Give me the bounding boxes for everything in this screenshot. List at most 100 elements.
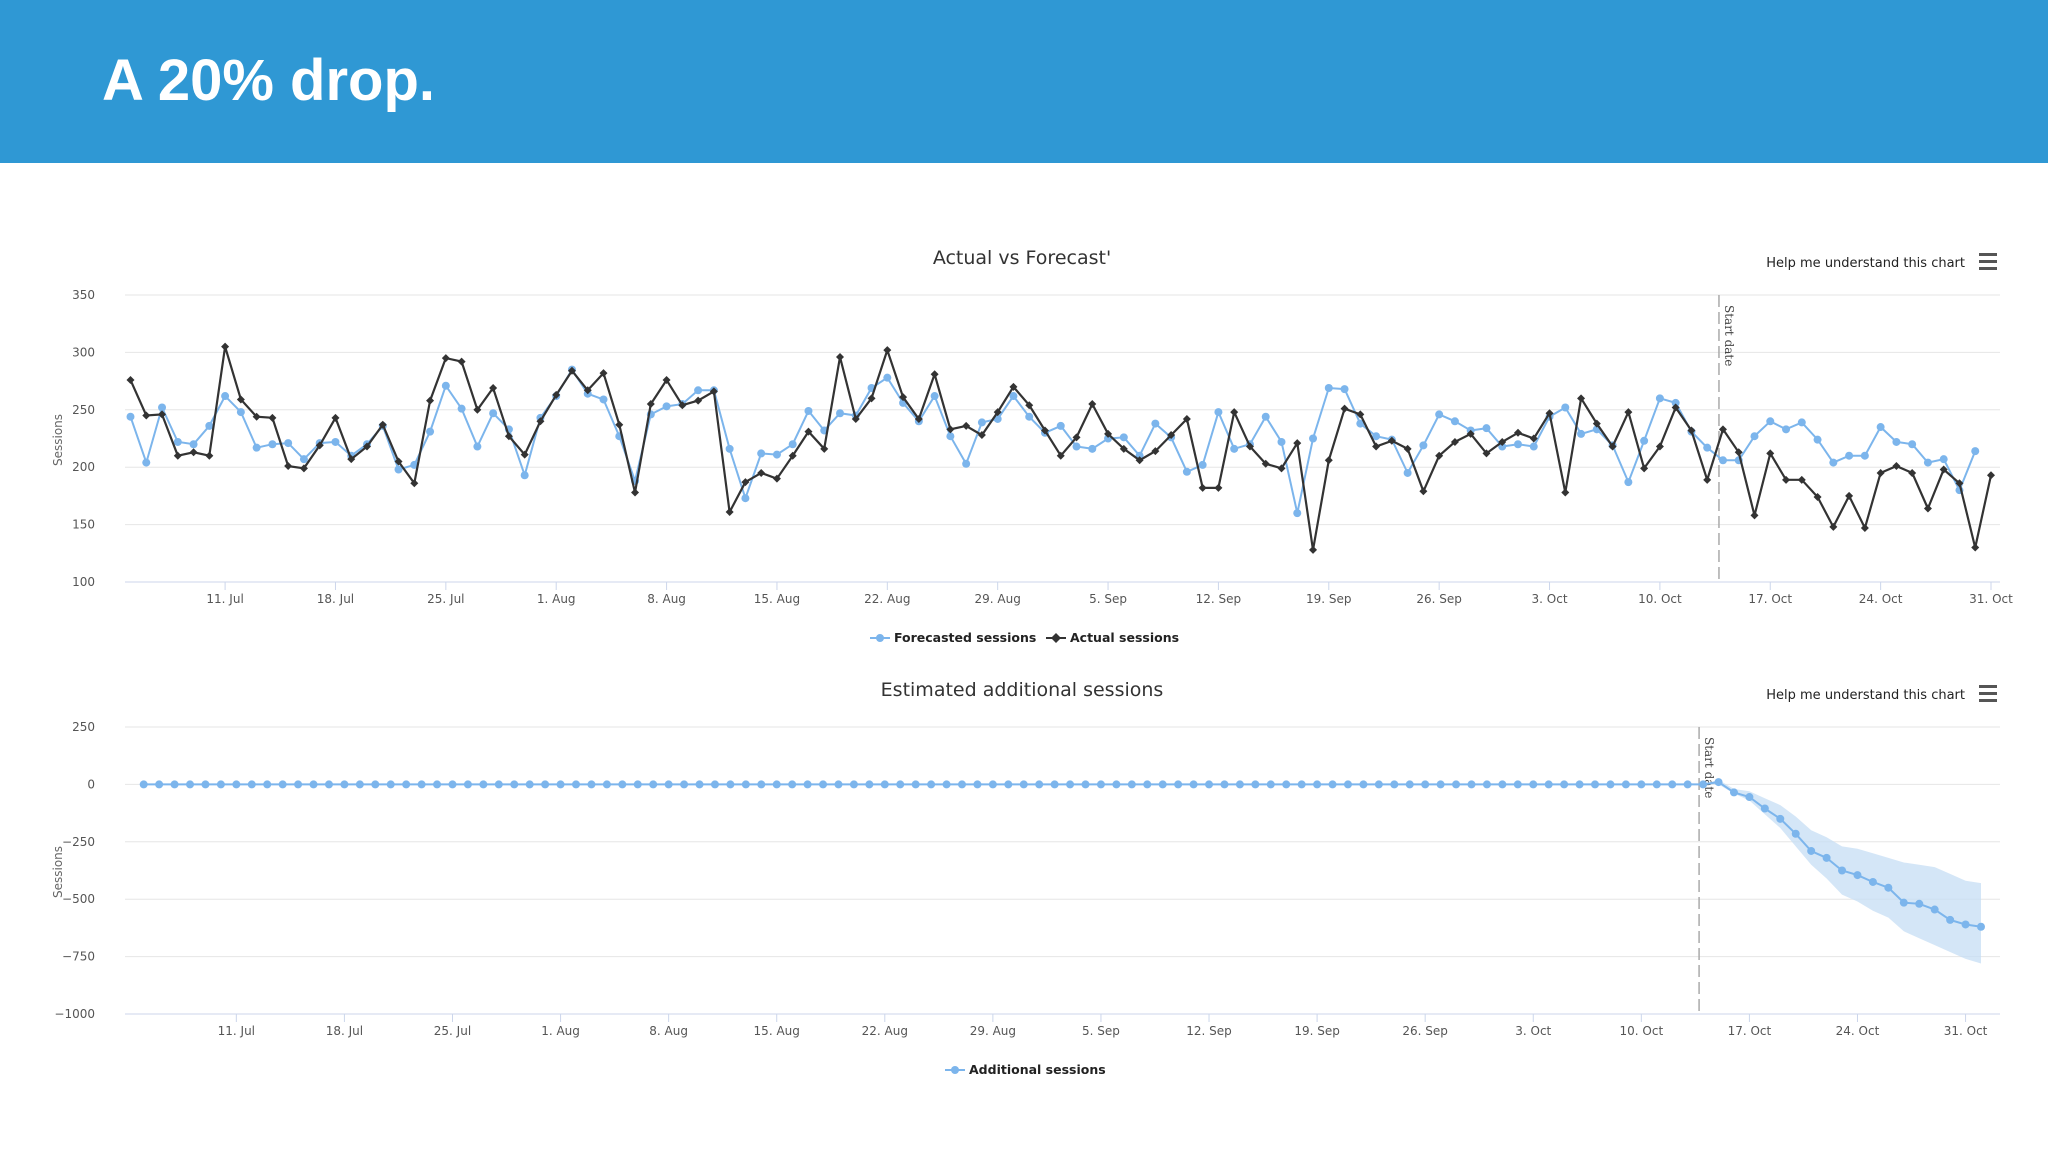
- forecast-point[interactable]: [946, 432, 955, 441]
- actual-point[interactable]: [1766, 449, 1775, 458]
- actual-point[interactable]: [1782, 475, 1791, 484]
- actual-point[interactable]: [788, 451, 797, 460]
- additional-point[interactable]: [664, 780, 673, 789]
- actual-point[interactable]: [158, 410, 167, 419]
- actual-point[interactable]: [331, 413, 340, 422]
- additional-point[interactable]: [618, 780, 627, 789]
- additional-point[interactable]: [1220, 780, 1229, 789]
- actual-point[interactable]: [631, 488, 640, 497]
- forecast-point[interactable]: [1340, 385, 1349, 394]
- forecast-point[interactable]: [977, 418, 986, 427]
- additional-point[interactable]: [1019, 780, 1028, 789]
- actual-point[interactable]: [1561, 488, 1570, 497]
- actual-point[interactable]: [1608, 442, 1617, 451]
- additional-point[interactable]: [355, 780, 364, 789]
- additional-point[interactable]: [1205, 780, 1214, 789]
- additional-point[interactable]: [463, 780, 472, 789]
- actual-point[interactable]: [1640, 464, 1649, 473]
- additional-point[interactable]: [1390, 780, 1399, 789]
- additional-point[interactable]: [1884, 883, 1893, 892]
- actual-point[interactable]: [1987, 471, 1995, 480]
- actual-point[interactable]: [1908, 468, 1917, 477]
- additional-point[interactable]: [294, 780, 303, 789]
- additional-point[interactable]: [1915, 899, 1924, 908]
- additional-point[interactable]: [247, 780, 256, 789]
- forecast-point[interactable]: [1356, 419, 1365, 428]
- actual-point[interactable]: [299, 464, 308, 473]
- additional-point[interactable]: [1374, 780, 1383, 789]
- actual-point[interactable]: [1151, 447, 1160, 456]
- forecast-point[interactable]: [299, 455, 308, 464]
- forecast-point[interactable]: [1435, 410, 1444, 419]
- additional-point[interactable]: [1235, 780, 1244, 789]
- actual-point[interactable]: [1923, 504, 1932, 513]
- actual-point[interactable]: [347, 455, 356, 464]
- forecast-point[interactable]: [1860, 451, 1869, 460]
- forecast-point[interactable]: [1293, 509, 1302, 518]
- forecast-point[interactable]: [1450, 417, 1459, 426]
- additional-point[interactable]: [1714, 778, 1723, 787]
- actual-point[interactable]: [583, 386, 592, 395]
- forecast-point[interactable]: [1577, 429, 1586, 438]
- forecast-point[interactable]: [1939, 455, 1948, 464]
- forecast-point[interactable]: [394, 465, 403, 474]
- additional-point[interactable]: [988, 780, 997, 789]
- actual-point[interactable]: [1104, 429, 1113, 438]
- additional-point[interactable]: [1282, 780, 1291, 789]
- additional-point[interactable]: [1930, 905, 1939, 914]
- forecast-point[interactable]: [1671, 398, 1680, 407]
- forecast-point[interactable]: [1182, 467, 1191, 476]
- actual-point[interactable]: [567, 366, 576, 375]
- actual-point[interactable]: [536, 417, 545, 426]
- actual-point[interactable]: [363, 442, 372, 451]
- additional-point[interactable]: [1096, 780, 1105, 789]
- forecast-point[interactable]: [1072, 442, 1081, 451]
- forecast-point[interactable]: [1403, 468, 1412, 477]
- actual-point[interactable]: [1450, 437, 1459, 446]
- actual-point[interactable]: [1419, 487, 1428, 496]
- additional-point[interactable]: [772, 780, 781, 789]
- actual-point[interactable]: [725, 507, 734, 516]
- forecast-point[interactable]: [284, 439, 293, 448]
- forecast-point[interactable]: [1892, 437, 1901, 446]
- actual-point[interactable]: [1088, 400, 1097, 409]
- actual-point[interactable]: [1545, 409, 1554, 418]
- actual-point[interactable]: [757, 468, 766, 477]
- actual-point[interactable]: [899, 393, 908, 402]
- hamburger-menu-icon[interactable]: [1979, 253, 1997, 270]
- additional-point[interactable]: [1668, 780, 1677, 789]
- forecast-point[interactable]: [1813, 435, 1822, 444]
- additional-point[interactable]: [1081, 780, 1090, 789]
- actual-point[interactable]: [883, 346, 892, 355]
- actual-point[interactable]: [1577, 394, 1586, 403]
- actual-point[interactable]: [1529, 434, 1538, 443]
- forecast-point[interactable]: [457, 404, 466, 413]
- forecast-point[interactable]: [1056, 421, 1065, 430]
- additional-point[interactable]: [1328, 780, 1337, 789]
- additional-point[interactable]: [1498, 780, 1507, 789]
- actual-point[interactable]: [867, 394, 876, 403]
- forecast-point[interactable]: [1703, 443, 1712, 452]
- actual-point[interactable]: [930, 370, 939, 379]
- additional-point[interactable]: [1529, 780, 1538, 789]
- additional-point[interactable]: [510, 780, 519, 789]
- forecast-point[interactable]: [142, 458, 151, 467]
- additional-point[interactable]: [911, 780, 920, 789]
- additional-point[interactable]: [1745, 793, 1754, 802]
- forecast-point[interactable]: [173, 437, 182, 446]
- forecast-point[interactable]: [883, 373, 892, 382]
- actual-point[interactable]: [1955, 479, 1964, 488]
- actual-point[interactable]: [1056, 451, 1065, 460]
- actual-point[interactable]: [1356, 410, 1365, 419]
- additional-point[interactable]: [927, 780, 936, 789]
- additional-point[interactable]: [587, 780, 596, 789]
- forecast-point[interactable]: [757, 449, 766, 458]
- help-understand-link[interactable]: Help me understand this chart: [1766, 256, 1965, 271]
- actual-point[interactable]: [804, 427, 813, 436]
- actual-point[interactable]: [662, 375, 671, 384]
- actual-point[interactable]: [268, 413, 277, 422]
- additional-point[interactable]: [726, 780, 735, 789]
- forecast-point[interactable]: [1513, 440, 1522, 449]
- additional-point[interactable]: [1313, 780, 1322, 789]
- forecast-point[interactable]: [1261, 412, 1270, 421]
